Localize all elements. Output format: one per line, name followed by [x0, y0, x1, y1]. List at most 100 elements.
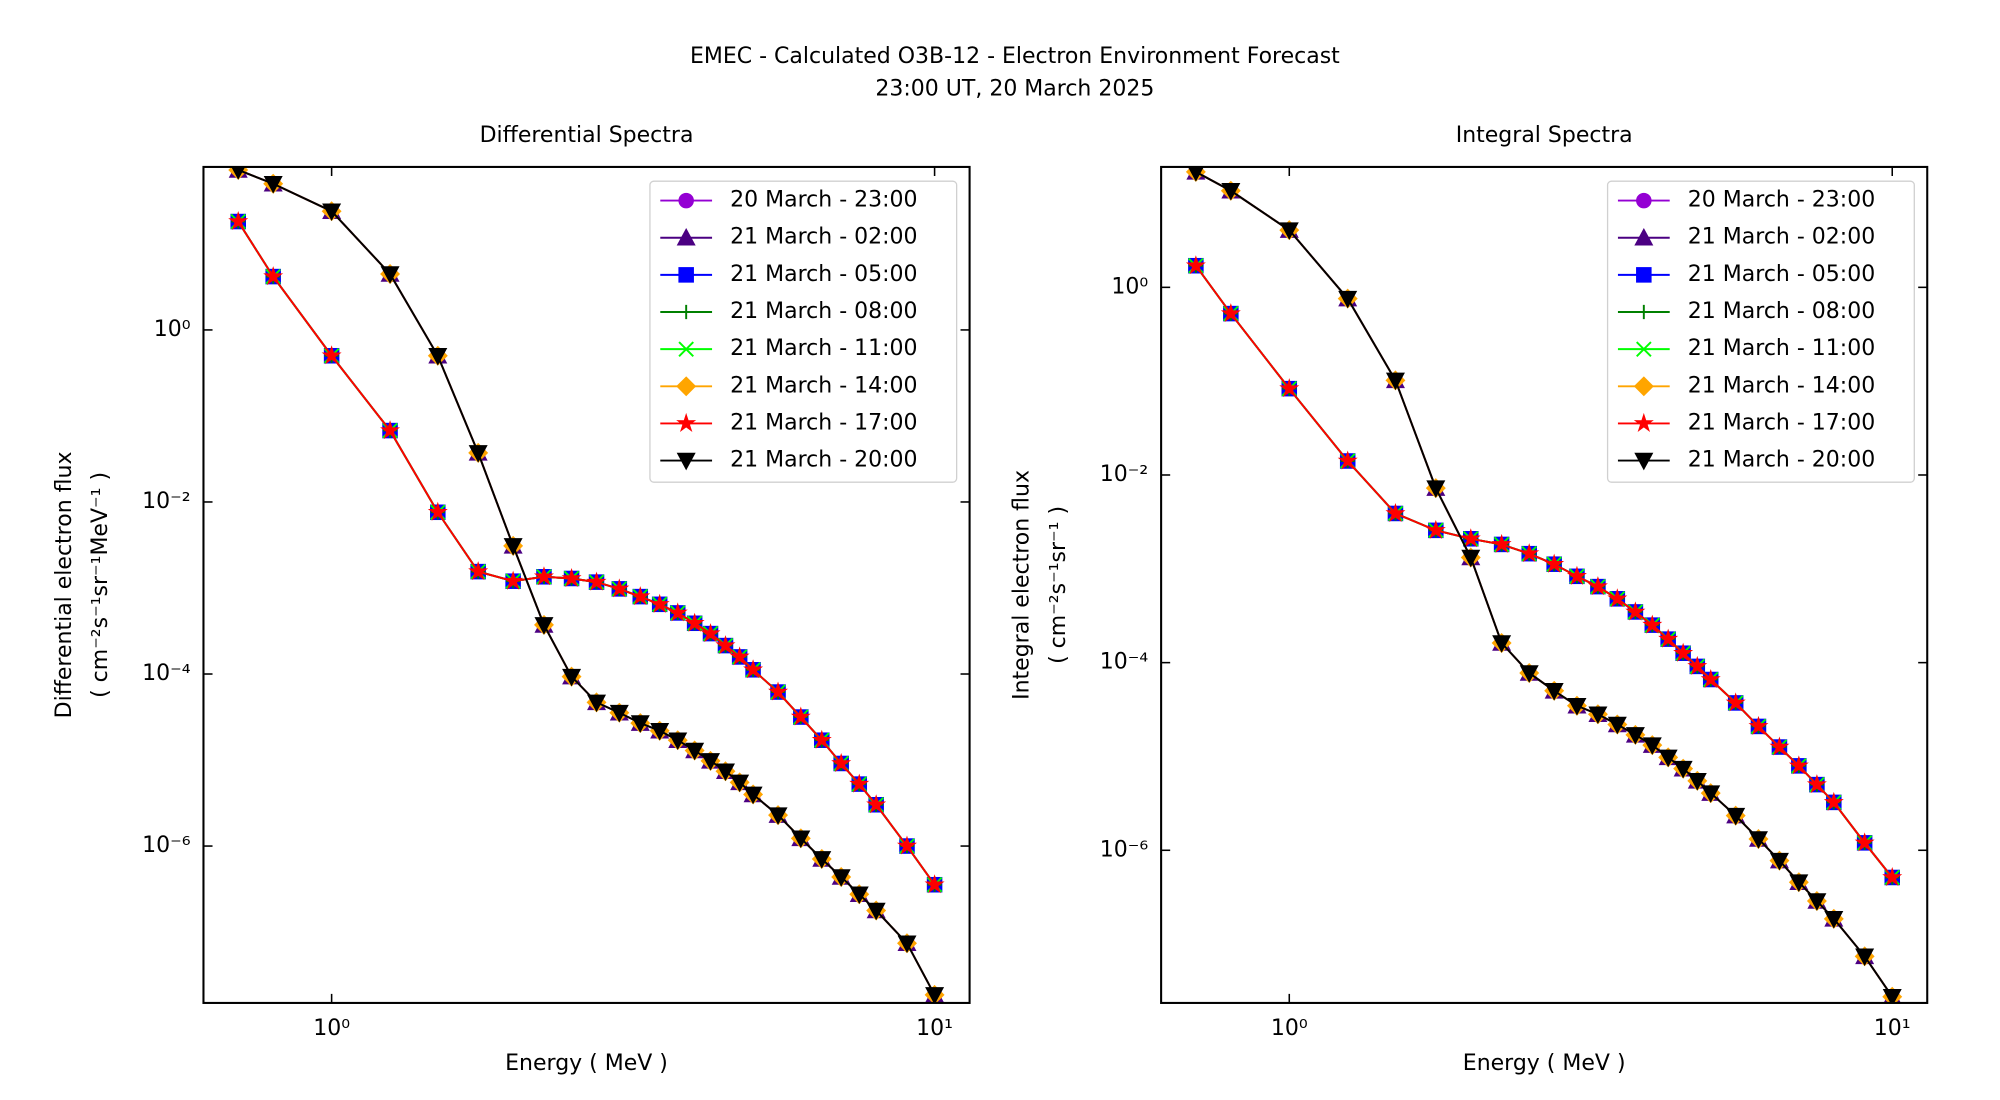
data-point: [866, 902, 886, 921]
legend-marker: [1636, 341, 1652, 357]
data-point: [1607, 588, 1628, 608]
data-point: [649, 593, 670, 613]
data-point: [263, 175, 283, 194]
data-point: [609, 578, 630, 598]
data-point: [866, 794, 887, 814]
data-point: [685, 742, 705, 761]
data-point: [1807, 893, 1827, 911]
data-point: [1385, 502, 1406, 522]
data-point: [630, 715, 650, 733]
data-point: [1806, 774, 1827, 794]
y-tick-label: 10⁻⁴: [1100, 650, 1149, 675]
data-point: [768, 681, 789, 701]
data-point: [561, 567, 582, 587]
data-point: [1461, 549, 1481, 568]
data-point: [1567, 697, 1587, 716]
data-point: [1748, 831, 1768, 849]
data-point: [700, 623, 721, 643]
y-tick-label: 10⁰: [1111, 274, 1148, 299]
x-axis-label: Energy ( MeV ): [505, 1051, 668, 1076]
data-point: [231, 166, 246, 180]
data-point: [503, 570, 524, 590]
data-point: [322, 203, 342, 221]
y-tick-label: 10⁻²: [142, 489, 190, 514]
legend-box: [649, 180, 958, 483]
data-point: [380, 420, 401, 440]
data-point: [790, 706, 811, 726]
legend-marker: [676, 227, 696, 246]
plot-area: [1185, 166, 1903, 1003]
data-point: [1701, 785, 1721, 803]
chart: Differential Spectra Energy ( MeV ) Differ…: [52, 123, 971, 1076]
data-point: [1642, 737, 1662, 755]
y-tick-label: 10⁰: [154, 317, 191, 342]
plot-frame: [1160, 165, 1929, 1004]
data-point: [1279, 222, 1299, 240]
data-point: [1625, 601, 1646, 621]
data-point: [1748, 715, 1769, 735]
data-point: [534, 617, 554, 635]
data-point: [1789, 874, 1809, 892]
data-point: [1519, 665, 1539, 683]
data-point: [533, 566, 554, 586]
data-point: [428, 347, 448, 366]
legend-label: 21 March - 11:00: [730, 336, 917, 361]
legend-label: 21 March - 14:00: [730, 373, 917, 398]
data-point: [1220, 303, 1241, 323]
data-point: [1687, 655, 1708, 675]
legend-label: 21 March - 11:00: [1688, 336, 1875, 361]
data-point: [924, 874, 945, 894]
data-point: [1279, 378, 1300, 398]
x-tick-label: 10⁰: [313, 1016, 350, 1041]
legend-label: 21 March - 17:00: [730, 410, 917, 435]
legend-label: 21 March - 02:00: [730, 225, 917, 250]
legend-label: 21 March - 14:00: [1688, 373, 1875, 398]
data-point: [715, 763, 735, 781]
data-point: [586, 571, 607, 591]
data-point: [729, 646, 750, 666]
data-point: [650, 722, 670, 741]
data-point: [1337, 450, 1358, 470]
data-point: [849, 886, 869, 905]
legend-marker: [676, 412, 697, 432]
data-point: [1673, 760, 1693, 779]
data-point: [667, 602, 688, 622]
legend-marker: [679, 304, 694, 320]
legend-marker: [678, 341, 694, 357]
chart: Integral Spectra Energy ( MeV ) Integral e…: [1010, 123, 1929, 1076]
data-point: [1769, 852, 1789, 871]
legend-label: 21 March - 08:00: [730, 299, 917, 324]
legend-label: 20 March - 23:00: [730, 188, 917, 213]
data-point: [630, 586, 651, 606]
data-point: [743, 659, 764, 679]
legend-label: 21 March - 17:00: [1688, 410, 1875, 435]
data-point: [1658, 628, 1679, 648]
data-point: [831, 752, 852, 772]
chart-title: Integral Spectra: [1456, 123, 1633, 148]
data-point: [1519, 543, 1540, 563]
data-point: [380, 266, 400, 284]
data-point: [1425, 519, 1446, 539]
legend-label: 20 March - 23:00: [1688, 188, 1875, 213]
data-point: [1726, 807, 1746, 826]
data-point: [743, 786, 763, 805]
y-axis-label: Differential electron flux: [52, 452, 77, 719]
legend-marker: [678, 192, 694, 209]
plot-frame: [202, 165, 971, 1004]
data-point: [1725, 692, 1746, 712]
data-point: [701, 753, 721, 771]
data-point: [897, 935, 917, 954]
data-point: [263, 266, 284, 286]
data-point: [730, 774, 750, 793]
data-point: [587, 694, 607, 713]
data-point: [1491, 533, 1512, 553]
y-axis-label: ( cm⁻²s⁻¹sr⁻¹MeV⁻¹ ): [88, 472, 113, 698]
data-point: [1385, 372, 1405, 391]
data-point: [1788, 755, 1809, 775]
data-point: [321, 345, 342, 365]
legend-label: 21 March - 20:00: [730, 448, 917, 473]
data-point: [812, 851, 832, 869]
legend-label: 21 March - 02:00: [1688, 225, 1875, 250]
